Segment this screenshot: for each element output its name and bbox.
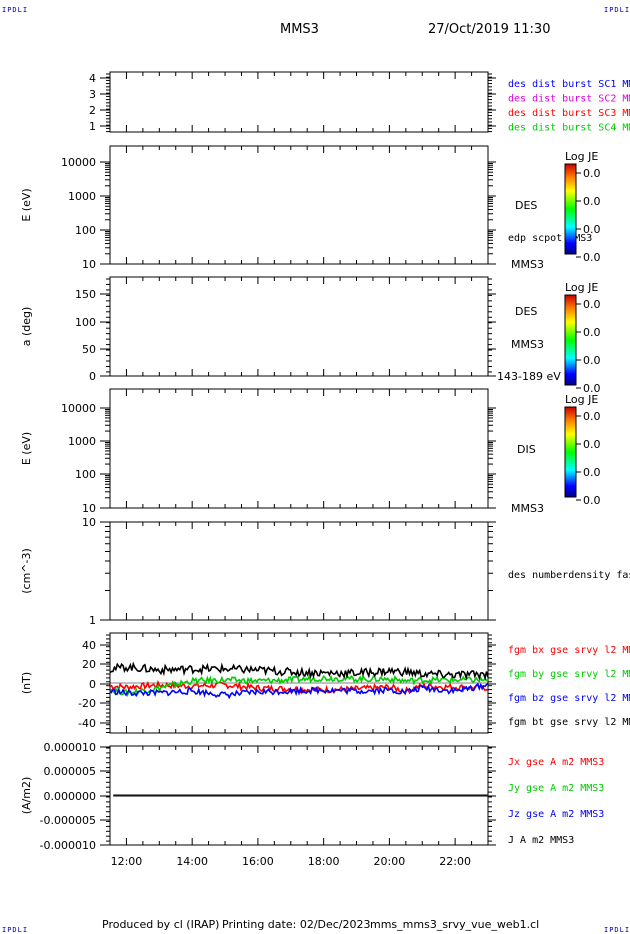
- legend-entry-burst: des dist burst SC3 MMS3: [508, 108, 630, 119]
- y-tick-label-dis-energy: 1000: [68, 435, 96, 448]
- side-label-dis-energy: MMS3: [511, 502, 544, 515]
- panel-frame-des-pitch: [109, 276, 489, 377]
- y-tick-label-current: 0.000010: [44, 741, 97, 754]
- y-tick-label-current: -0.000010: [40, 839, 96, 852]
- y-tick-label-des-pitch: 0: [89, 370, 96, 383]
- colorbar-tick-label-des-pitch: 0.0: [583, 298, 601, 311]
- footer-produced: Produced by cl (IRAP): [102, 918, 220, 931]
- colorbar-tick-label-dis-energy: 0.0: [583, 438, 601, 451]
- y-tick-label-des-energy: 100: [75, 224, 96, 237]
- colorbar-tick-label-des-energy: 0.0: [583, 195, 601, 208]
- y-tick-label-fgm: -40: [78, 717, 96, 730]
- x-tick-label: 18:00: [308, 855, 340, 868]
- y-tick-label-fgm: 40: [82, 639, 96, 652]
- legend-entry-burst: des dist burst SC2 MMS2: [508, 94, 630, 105]
- x-tick-label: 16:00: [242, 855, 274, 868]
- colorbar-tick-label-des-energy: 0.0: [583, 167, 601, 180]
- colorbar-tick-label-dis-energy: 0.0: [583, 466, 601, 479]
- legend-entry-current: J A m2 MMS3: [508, 835, 574, 846]
- y-axis-label-density: (cm^-3): [20, 548, 33, 594]
- y-tick-label-burst: 1: [89, 120, 96, 133]
- y-tick-label-dis-energy: 100: [75, 468, 96, 481]
- x-tick-label: 14:00: [176, 855, 208, 868]
- legend-entry-current: Jy gse A m2 MMS3: [508, 783, 604, 794]
- panel-frame-burst: [109, 71, 489, 133]
- colorbar-tick-label-des-pitch: 0.0: [583, 382, 601, 395]
- legend-entry-fgm: fgm by gse srvy l2 MMS3: [508, 669, 630, 680]
- y-axis-label-des-pitch: a (deg): [20, 307, 33, 347]
- x-tick-label: 20:00: [374, 855, 406, 868]
- colorbar-tick-label-des-energy: 0.0: [583, 251, 601, 264]
- colorbar-tick-label-des-energy: 0.0: [583, 223, 601, 236]
- y-tick-label-des-pitch: 150: [75, 288, 96, 301]
- side-label-dis-energy: DIS: [517, 443, 536, 456]
- y-tick-label-current: -0.000005: [40, 814, 96, 827]
- y-tick-label-des-pitch: 100: [75, 316, 96, 329]
- footer-file: mms_mms3_srvy_vue_web1.cl: [370, 918, 540, 931]
- y-tick-label-fgm: 0: [89, 678, 96, 691]
- y-tick-label-des-energy: 10000: [61, 156, 96, 169]
- colorbar-tick-label-des-pitch: 0.0: [583, 354, 601, 367]
- corner-tl: IPDLI: [2, 6, 29, 14]
- y-axis-label-dis-energy: E (eV): [20, 432, 33, 465]
- colorbar-des-pitch: [564, 294, 577, 386]
- y-tick-label-burst: 3: [89, 88, 96, 101]
- y-axis-label-des-energy: E (eV): [20, 188, 33, 221]
- side-label-des-energy: MMS3: [511, 258, 544, 271]
- panel-frame-density: [109, 521, 489, 621]
- legend-entry-burst: des dist burst SC1 MMS1: [508, 79, 630, 90]
- y-tick-label-des-energy: 1000: [68, 190, 96, 203]
- y-tick-label-current: 0.000005: [44, 765, 97, 778]
- y-tick-label-des-pitch: 50: [82, 343, 96, 356]
- y-tick-label-fgm: -20: [78, 697, 96, 710]
- corner-tr: IPDLI: [604, 6, 630, 14]
- legend-entry-density: des numberdensity fast M: [508, 570, 630, 581]
- y-tick-label-burst: 4: [89, 72, 96, 85]
- y-tick-label-density: 1: [89, 614, 96, 627]
- legend-entry-burst: des dist burst SC4 MMS4: [508, 123, 630, 134]
- panel-frame-des-energy: [109, 145, 489, 265]
- colorbar-des-energy: [564, 163, 577, 255]
- y-axis-label-fgm: (nT): [20, 672, 33, 694]
- datetime-title: 27/Oct/2019 11:30: [428, 22, 551, 37]
- colorbar-title-des-energy: Log JE: [565, 150, 598, 163]
- x-tick-label: 22:00: [439, 855, 471, 868]
- y-tick-label-fgm: 20: [82, 658, 96, 671]
- legend-entry-current: Jz gse A m2 MMS3: [508, 809, 604, 820]
- colorbar-title-dis-energy: Log JE: [565, 393, 598, 406]
- satellite-title: MMS3: [280, 22, 319, 37]
- y-axis-label-current: (A/m2): [20, 777, 33, 815]
- side-label-des-pitch: DES: [515, 305, 537, 318]
- y-tick-label-dis-energy: 10: [82, 502, 96, 515]
- colorbar-dis-energy: [564, 406, 577, 498]
- y-tick-label-density: 10: [82, 516, 96, 529]
- colorbar-tick-label-dis-energy: 0.0: [583, 410, 601, 423]
- corner-bl: IPDLI: [2, 926, 29, 934]
- y-tick-label-des-energy: 10: [82, 258, 96, 271]
- colorbar-tick-label-dis-energy: 0.0: [583, 494, 601, 507]
- side-label-des-pitch: 143-189 eV: [497, 370, 561, 383]
- legend-entry-fgm: fgm bz gse srvy l2 MMS3: [508, 693, 630, 704]
- corner-br: IPDLI: [604, 926, 630, 934]
- colorbar-tick-label-des-pitch: 0.0: [583, 326, 601, 339]
- fgm-series-line-2: [109, 682, 489, 700]
- footer-printing: Printing date: 02/Dec/2023: [222, 918, 371, 931]
- x-tick-label: 12:00: [111, 855, 143, 868]
- side-label-des-energy: edp scpot MMS3: [508, 233, 592, 244]
- legend-entry-fgm: fgm bx gse srvy l2 MMS3: [508, 645, 630, 656]
- fgm-series-line-3: [109, 661, 489, 681]
- panel-frame-dis-energy: [109, 388, 489, 509]
- y-tick-label-current: 0.000000: [44, 790, 97, 803]
- y-tick-label-dis-energy: 10000: [61, 402, 96, 415]
- side-label-des-energy: DES: [515, 199, 537, 212]
- y-tick-label-burst: 2: [89, 104, 96, 117]
- fgm-series-line-1: [109, 674, 489, 698]
- legend-entry-fgm: fgm bt gse srvy l2 MMS3: [508, 717, 630, 728]
- colorbar-title-des-pitch: Log JE: [565, 281, 598, 294]
- legend-entry-current: Jx gse A m2 MMS3: [508, 757, 604, 768]
- side-label-des-pitch: MMS3: [511, 338, 544, 351]
